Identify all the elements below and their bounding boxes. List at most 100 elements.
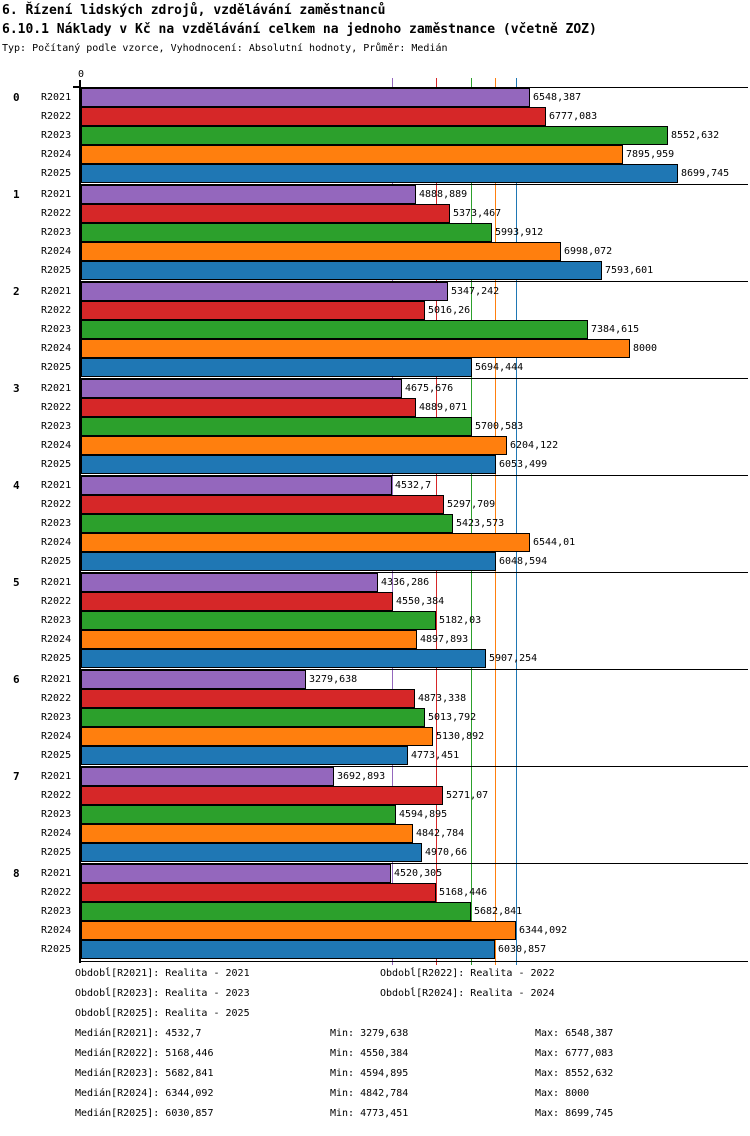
bar-r2023-group-0[interactable] [81,126,668,145]
bar-r2023-group-2[interactable] [81,320,588,339]
stats-row: Medián[R2024]: 6344,092 Min: 4842,784 Max:… [0,1088,750,1108]
axis-zero-label: 0 [78,69,85,80]
bar-value-label: 3692,893 [337,771,386,782]
stat-min: Min: 3279,638 [330,1028,409,1039]
bar-r2024-group-8[interactable] [81,921,516,940]
bar-value-label: 6053,499 [499,459,548,470]
bar-r2022-group-4[interactable] [81,495,444,514]
bar-row: R2025 8699,745 [0,164,750,183]
bar-r2021-group-3[interactable] [81,379,402,398]
bar-r2023-group-8[interactable] [81,902,471,921]
bar-r2025-group-6[interactable] [81,746,408,765]
bar-value-label: 8552,632 [671,130,720,141]
bar-row-label: R2024 [41,634,72,645]
bar-r2024-group-3[interactable] [81,436,507,455]
bar-r2022-group-3[interactable] [81,398,416,417]
stat-min: Min: 4773,451 [330,1108,409,1119]
bar-row: R2021 4532,7 [0,476,750,495]
bar-value-label: 5373,467 [453,208,502,219]
bar-row: R2024 6344,092 [0,921,750,940]
bar-row-label: R2021 [41,286,72,297]
bar-r2025-group-8[interactable] [81,940,495,959]
bar-row: R2025 6048,594 [0,552,750,571]
bar-value-label: 8000 [633,343,658,354]
bar-r2023-group-1[interactable] [81,223,492,242]
bar-r2023-group-3[interactable] [81,417,472,436]
bar-row-label: R2022 [41,402,72,413]
bar-row-label: R2022 [41,790,72,801]
bar-value-label: 6344,092 [519,925,568,936]
bar-r2022-group-5[interactable] [81,592,393,611]
bar-row-label: R2021 [41,577,72,588]
bar-row: R2022 5373,467 [0,204,750,223]
bar-r2025-group-4[interactable] [81,552,496,571]
bar-r2021-group-0[interactable] [81,88,530,107]
bar-row: R2024 7895,959 [0,145,750,164]
bar-r2025-group-0[interactable] [81,164,678,183]
bar-r2025-group-2[interactable] [81,358,472,377]
group-index-label: 2 [13,285,20,298]
bar-r2022-group-6[interactable] [81,689,415,708]
stats-row: Medián[R2022]: 5168,446 Min: 4550,384 Max:… [0,1048,750,1068]
bar-r2025-group-1[interactable] [81,261,602,280]
bar-value-label: 5013,792 [428,712,477,723]
bar-r2024-group-4[interactable] [81,533,530,552]
stat-min: Min: 4594,895 [330,1068,409,1079]
bar-r2023-group-4[interactable] [81,514,453,533]
bar-row-label: R2025 [41,750,72,761]
bar-row: R2023 7384,615 [0,320,750,339]
group-separator [79,766,748,767]
bar-r2021-group-2[interactable] [81,282,448,301]
bar-row-label: R2022 [41,693,72,704]
bar-r2022-group-0[interactable] [81,107,546,126]
bar-r2021-group-4[interactable] [81,476,392,495]
bar-r2021-group-5[interactable] [81,573,378,592]
bar-value-label: 4532,7 [395,480,432,491]
bar-row: R2024 4842,784 [0,824,750,843]
bar-r2022-group-2[interactable] [81,301,425,320]
group-separator [79,87,748,88]
bar-r2022-group-7[interactable] [81,786,443,805]
bar-value-label: 5694,444 [475,362,524,373]
bar-row-label: R2023 [41,421,72,432]
bar-value-label: 3279,638 [309,674,358,685]
bar-r2021-group-6[interactable] [81,670,306,689]
bar-r2021-group-8[interactable] [81,864,391,883]
bar-r2023-group-7[interactable] [81,805,396,824]
bar-value-label: 5907,254 [489,653,538,664]
bar-row: R2022 5016,26 [0,301,750,320]
bar-row-label: R2021 [41,189,72,200]
bar-row: R2024 5130,892 [0,727,750,746]
bar-r2023-group-6[interactable] [81,708,425,727]
bar-r2024-group-1[interactable] [81,242,561,261]
bar-row-label: R2023 [41,906,72,917]
bar-row: R2023 5423,573 [0,514,750,533]
group-index-label: 3 [13,382,20,395]
bar-row: R2022 6777,083 [0,107,750,126]
bar-r2021-group-1[interactable] [81,185,416,204]
bar-row: R2022 5271,07 [0,786,750,805]
bar-row-label: R2023 [41,809,72,820]
bar-r2024-group-5[interactable] [81,630,417,649]
bar-r2024-group-7[interactable] [81,824,413,843]
bar-r2024-group-6[interactable] [81,727,433,746]
bar-r2025-group-3[interactable] [81,455,496,474]
bar-value-label: 5682,841 [474,906,523,917]
bar-row-label: R2023 [41,615,72,626]
page-subtitle: 6.10.1 Náklady v Kč na vzdělávání celkem… [2,22,597,37]
bar-r2023-group-5[interactable] [81,611,436,630]
bar-row-label: R2024 [41,246,72,257]
bar-r2025-group-5[interactable] [81,649,486,668]
legend-entry: Obdobĺ[R2023]: Realita - 2023 [75,988,250,999]
bar-r2025-group-7[interactable] [81,843,422,862]
bar-r2024-group-2[interactable] [81,339,630,358]
bar-value-label: 8699,745 [681,168,730,179]
bar-r2021-group-7[interactable] [81,767,334,786]
group-index-label: 8 [13,867,20,880]
axis-zero-tick [73,86,80,88]
bar-r2024-group-0[interactable] [81,145,623,164]
bar-row-label: R2025 [41,459,72,470]
bar-r2022-group-8[interactable] [81,883,436,902]
legend-row: Obdobĺ[R2021]: Realita - 2021 Obdobĺ[R202… [0,968,750,988]
bar-r2022-group-1[interactable] [81,204,450,223]
